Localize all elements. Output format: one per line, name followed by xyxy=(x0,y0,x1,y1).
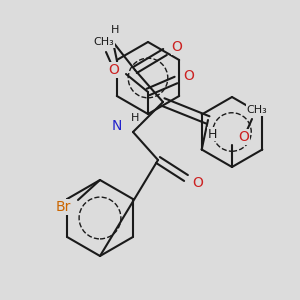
Text: H: H xyxy=(131,113,139,123)
Text: N: N xyxy=(92,35,102,49)
Text: H: H xyxy=(207,128,217,140)
Text: CH₃: CH₃ xyxy=(247,105,267,115)
Text: O: O xyxy=(109,63,119,77)
Text: O: O xyxy=(184,69,194,83)
Text: CH₃: CH₃ xyxy=(94,37,114,47)
Text: O: O xyxy=(193,176,203,190)
Text: N: N xyxy=(112,119,122,133)
Text: O: O xyxy=(238,130,249,144)
Text: Br: Br xyxy=(55,200,71,214)
Text: O: O xyxy=(172,40,182,54)
Text: H: H xyxy=(111,25,119,35)
